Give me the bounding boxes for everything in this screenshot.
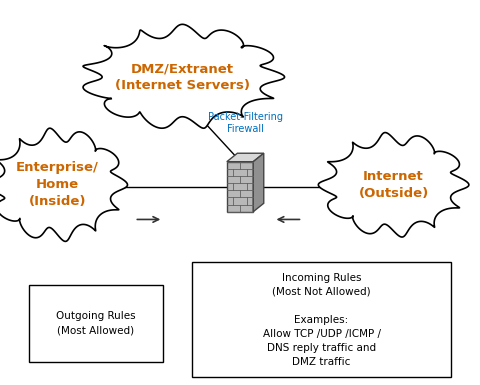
Polygon shape — [83, 24, 285, 128]
FancyBboxPatch shape — [29, 285, 163, 362]
Text: Internet
(Outside): Internet (Outside) — [359, 170, 429, 200]
FancyBboxPatch shape — [192, 262, 451, 377]
Polygon shape — [0, 128, 128, 241]
Polygon shape — [227, 162, 253, 212]
Text: DMZ/Extranet
(Internet Servers): DMZ/Extranet (Internet Servers) — [115, 62, 250, 92]
Text: Incoming Rules
(Most Not Allowed)

Examples:
Allow TCP /UDP /ICMP /
DNS reply tr: Incoming Rules (Most Not Allowed) Exampl… — [263, 273, 381, 367]
Polygon shape — [318, 132, 469, 237]
Text: Packet-Filtering
Firewall: Packet-Filtering Firewall — [208, 112, 283, 134]
Text: Enterprise/
Home
(Inside): Enterprise/ Home (Inside) — [16, 161, 99, 208]
Polygon shape — [227, 153, 264, 162]
Polygon shape — [253, 153, 264, 212]
Text: Outgoing Rules
(Most Allowed): Outgoing Rules (Most Allowed) — [56, 311, 136, 335]
